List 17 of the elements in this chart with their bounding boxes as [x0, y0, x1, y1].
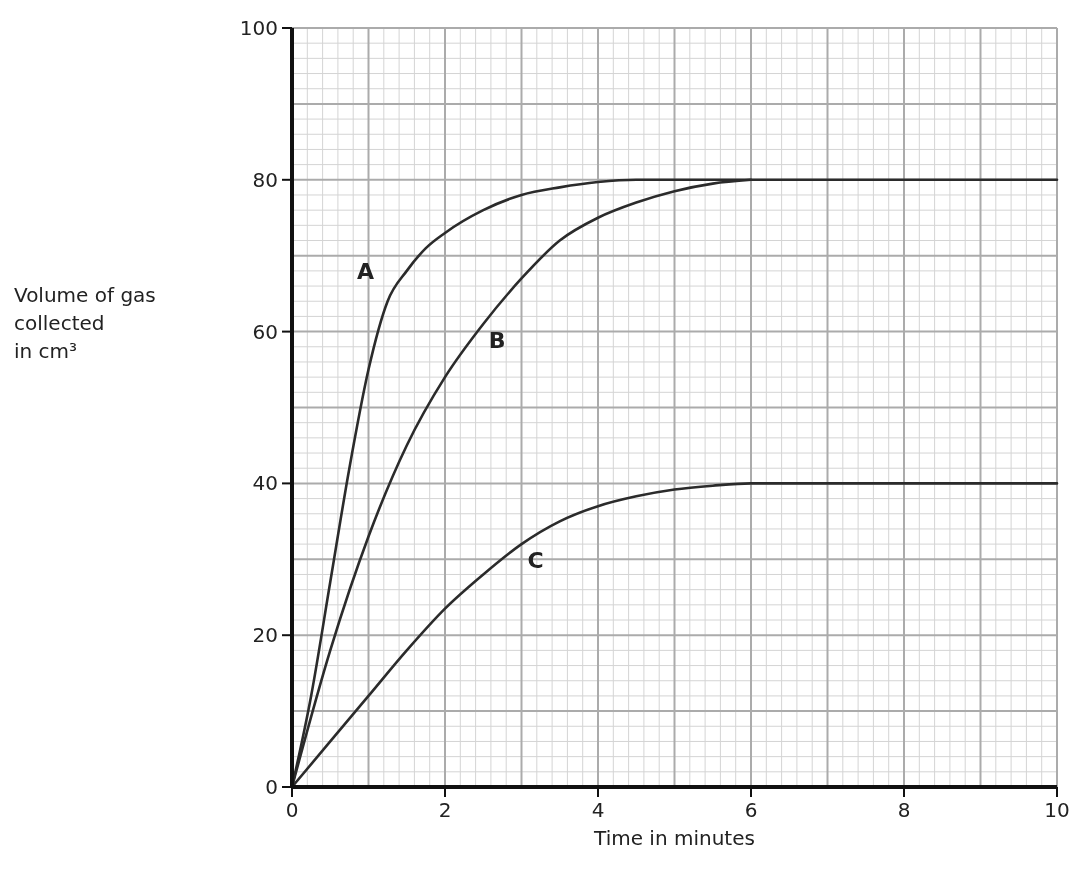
x-tick-label: 8	[897, 798, 911, 822]
y-tick-label: 0	[265, 775, 278, 799]
x-tick-label: 2	[438, 798, 452, 822]
x-tick-label: 4	[591, 798, 605, 822]
series-label: B	[488, 328, 506, 354]
y-tick-label: 80	[252, 167, 278, 192]
y-tick-label: 100	[239, 16, 278, 40]
x-tick-label: 10	[1044, 798, 1070, 822]
x-tick-label: 0	[285, 798, 299, 822]
y-tick-label: 40	[252, 471, 278, 496]
y-tick-label: 60	[252, 319, 278, 344]
series-label: A	[357, 259, 375, 285]
y-tick-label: 20	[252, 623, 278, 648]
y-axis-title: Volume of gas collected in cm³	[14, 282, 156, 363]
x-tick-label: 6	[744, 798, 758, 822]
x-axis-title: Time in minutes	[593, 826, 755, 850]
series-label: C	[527, 548, 544, 574]
